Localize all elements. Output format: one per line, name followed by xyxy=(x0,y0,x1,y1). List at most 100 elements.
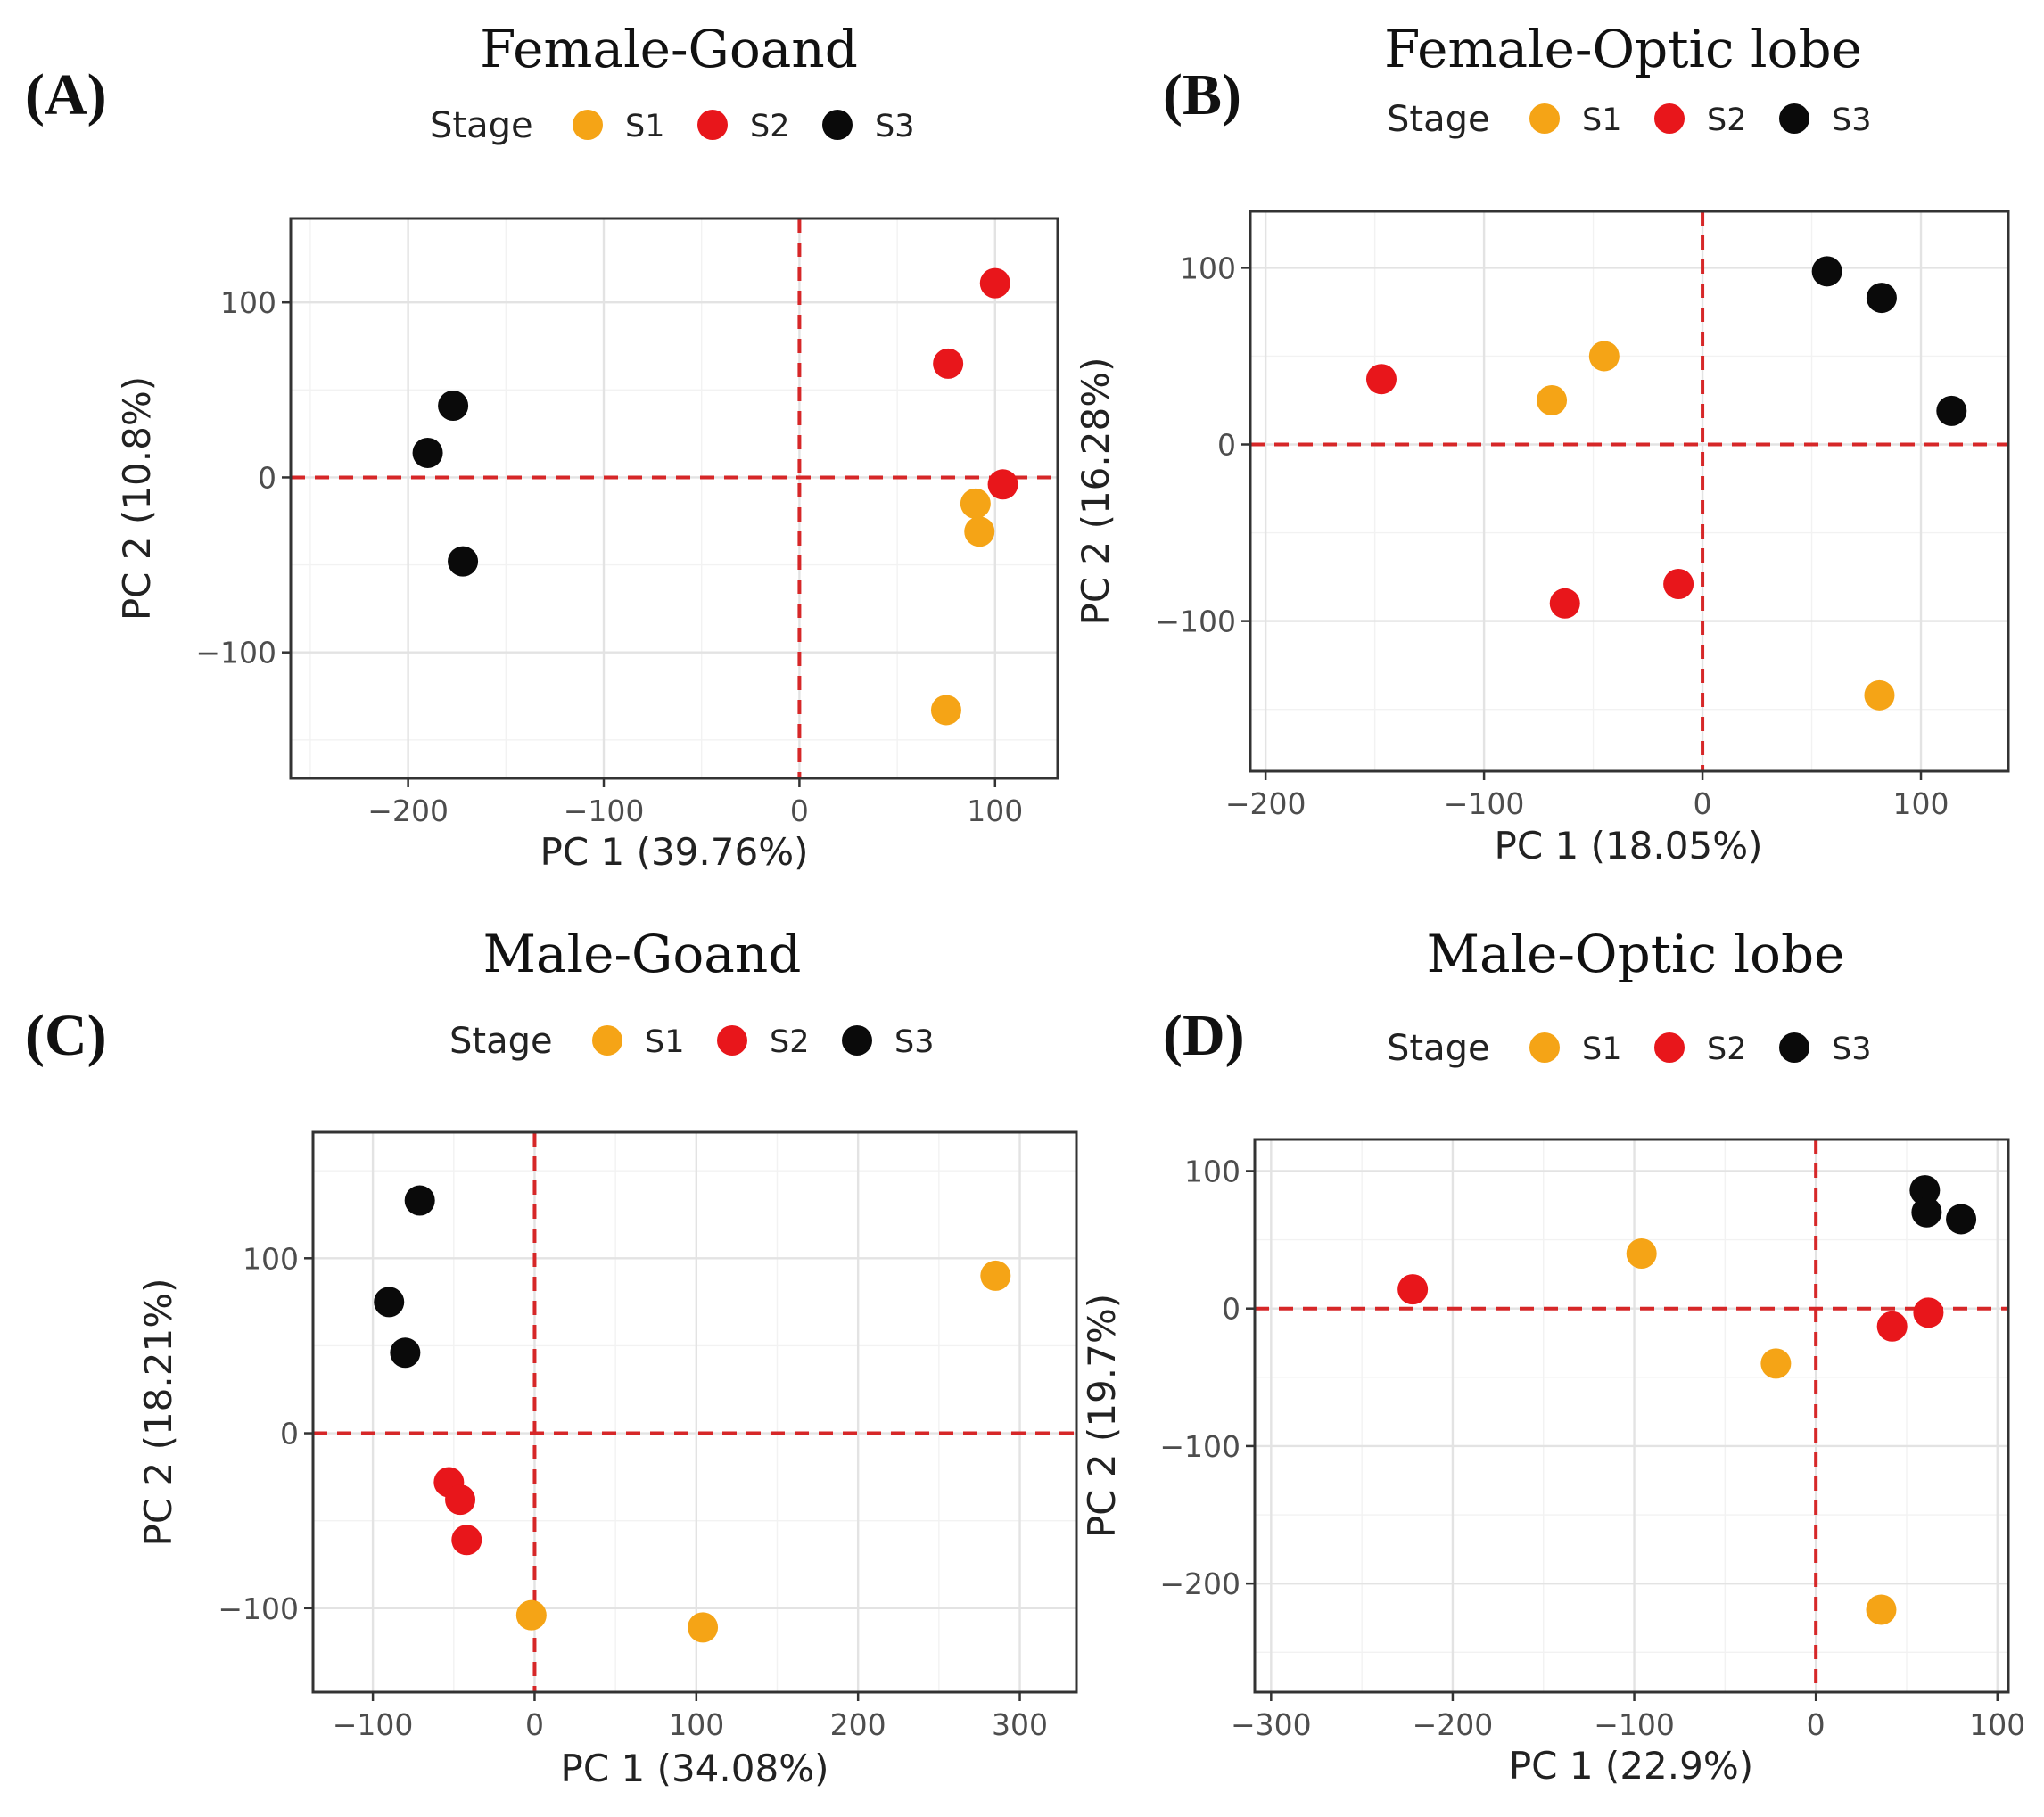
chart-title: Female-Goand xyxy=(480,19,858,79)
x-tick-label: 0 xyxy=(1807,1707,1826,1742)
point-s1 xyxy=(688,1612,719,1643)
x-axis-label: PC 1 (34.08%) xyxy=(561,1747,829,1790)
point-s3 xyxy=(1911,1196,1942,1228)
legend-title: Stage xyxy=(449,1021,553,1062)
legend-label-s2: S2 xyxy=(1707,103,1747,138)
legend-key-s1 xyxy=(1529,1032,1560,1063)
plot-frame xyxy=(289,217,1059,780)
x-tick-label: −200 xyxy=(1225,786,1306,821)
point-s2 xyxy=(445,1484,476,1516)
point-s1 xyxy=(1626,1238,1657,1270)
x-tick-label: 0 xyxy=(525,1707,544,1742)
x-tick-label: 100 xyxy=(1969,1707,2025,1742)
panel-2: Male-Goand (C) Stage S1 S2 S3 −100 0 100 200 300 −1… xyxy=(25,924,1078,1790)
legend: Stage S1 S2 S3 xyxy=(1387,1028,1872,1069)
legend-label-s1: S1 xyxy=(625,109,665,144)
point-s3 xyxy=(404,1185,435,1216)
point-s1 xyxy=(1760,1348,1792,1379)
x-tick-label: −300 xyxy=(1231,1707,1312,1742)
x-tick-label: 0 xyxy=(790,793,809,828)
point-s1 xyxy=(515,1599,547,1631)
y-axis-label: PC 2 (18.21%) xyxy=(136,1278,180,1547)
plot-area xyxy=(291,218,1058,778)
y-tick-label: 100 xyxy=(1180,251,1236,285)
point-s3 xyxy=(374,1287,405,1318)
plot-frame xyxy=(1249,210,2010,773)
legend-key-s2 xyxy=(1654,103,1685,134)
point-s3 xyxy=(1909,1175,1941,1206)
chart-title: Female-Optic lobe xyxy=(1384,19,1862,79)
y-tick-label: 0 xyxy=(280,1417,299,1451)
chart-title: Male-Optic lobe xyxy=(1427,924,1845,984)
point-s2 xyxy=(1365,364,1397,395)
x-axis-label: PC 1 (18.05%) xyxy=(1495,824,1763,867)
point-s2 xyxy=(1549,588,1580,619)
y-tick-label: −100 xyxy=(195,636,276,670)
x-axis-label: PC 1 (22.9%) xyxy=(1509,1744,1753,1788)
point-s1 xyxy=(930,695,961,726)
point-s3 xyxy=(438,390,469,421)
panel-3: Male-Optic lobe (D) Stage S1 S2 S3 −300 −200 −10… xyxy=(1080,924,2025,1788)
x-tick-label: 100 xyxy=(668,1707,724,1742)
x-tick-label: 100 xyxy=(967,793,1023,828)
x-tick-label: −200 xyxy=(367,793,449,828)
y-axis-label: PC 2 (19.7%) xyxy=(1080,1294,1124,1538)
legend-key-s3 xyxy=(1779,103,1809,134)
legend-title: Stage xyxy=(430,105,533,146)
legend-label-s3: S3 xyxy=(1832,1032,1872,1067)
y-tick-label: −100 xyxy=(218,1591,299,1626)
x-tick-label: −100 xyxy=(1444,786,1525,821)
point-s2 xyxy=(1663,569,1694,600)
x-tick-label: 0 xyxy=(1694,786,1712,821)
point-s3 xyxy=(412,437,443,468)
legend-key-s3 xyxy=(822,110,853,140)
legend-key-s2 xyxy=(697,110,728,140)
point-s3 xyxy=(390,1337,421,1369)
x-tick-label: 100 xyxy=(1893,786,1949,821)
point-s3 xyxy=(1866,283,1897,314)
legend-key-s2 xyxy=(1654,1032,1685,1063)
y-axis-label: PC 2 (10.8%) xyxy=(115,376,159,621)
legend-key-s1 xyxy=(573,110,603,140)
legend-label-s1: S1 xyxy=(1582,103,1622,138)
legend-label-s3: S3 xyxy=(875,109,915,144)
panel-label: (B) xyxy=(1163,62,1241,127)
panel-0: Female-Goand (A) Stage S1 S2 S3 −200 −100 0 100 −1… xyxy=(25,19,1059,874)
point-s1 xyxy=(960,488,991,519)
x-tick-label: 300 xyxy=(992,1707,1048,1742)
legend-key-s2 xyxy=(717,1025,747,1056)
point-s2 xyxy=(451,1525,482,1556)
legend-label-s3: S3 xyxy=(1832,103,1872,138)
legend-label-s1: S1 xyxy=(645,1024,685,1060)
y-tick-label: −200 xyxy=(1159,1566,1240,1601)
point-s1 xyxy=(1537,384,1568,415)
point-s2 xyxy=(933,348,964,379)
y-tick-label: 0 xyxy=(1217,428,1236,463)
x-tick-label: −100 xyxy=(564,793,645,828)
legend-label-s3: S3 xyxy=(894,1024,935,1060)
point-s2 xyxy=(1876,1311,1908,1342)
y-tick-label: 0 xyxy=(1222,1292,1240,1327)
legend-title: Stage xyxy=(1387,1028,1490,1069)
panel-1: Female-Optic lobe (B) Stage S1 S2 S3 −200 −100 0… xyxy=(1074,19,2010,867)
y-tick-label: 0 xyxy=(258,460,276,495)
panel-label: (C) xyxy=(25,1003,107,1068)
legend: Stage S1 S2 S3 xyxy=(449,1021,935,1062)
x-tick-label: −100 xyxy=(1594,1707,1675,1742)
point-s2 xyxy=(979,267,1010,299)
legend-title: Stage xyxy=(1387,99,1490,140)
y-tick-label: −100 xyxy=(1155,604,1236,639)
y-tick-label: 100 xyxy=(220,285,276,320)
legend: Stage S1 S2 S3 xyxy=(430,105,915,146)
legend-key-s3 xyxy=(842,1025,872,1056)
point-s1 xyxy=(1864,679,1895,711)
x-axis-label: PC 1 (39.76%) xyxy=(540,830,809,874)
y-tick-label: 100 xyxy=(1184,1154,1240,1188)
point-s1 xyxy=(1588,341,1620,372)
y-axis-label: PC 2 (16.28%) xyxy=(1074,358,1117,626)
y-tick-label: 100 xyxy=(243,1241,299,1276)
point-s2 xyxy=(987,469,1018,500)
panel-label: (D) xyxy=(1163,1003,1245,1068)
legend-label-s2: S2 xyxy=(770,1024,810,1060)
legend-label-s2: S2 xyxy=(1707,1032,1747,1067)
